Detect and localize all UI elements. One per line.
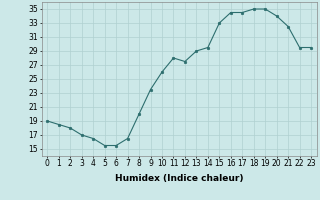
- X-axis label: Humidex (Indice chaleur): Humidex (Indice chaleur): [115, 174, 244, 183]
